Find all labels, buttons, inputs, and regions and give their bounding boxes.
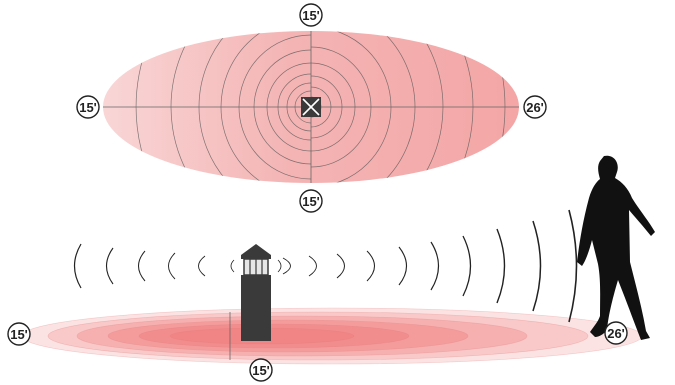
wave-arc-left (73, 243, 82, 289)
wave-arc-right (308, 255, 317, 277)
wave-arc-left (198, 255, 206, 277)
svg-text:15': 15' (10, 327, 28, 342)
wave-arc-right (430, 241, 440, 291)
wave-arc-right (366, 250, 375, 282)
wave-arc-right (282, 257, 291, 275)
wave-arc-right (462, 235, 472, 297)
sensor-x-icon (301, 97, 321, 117)
wave-arc-left (168, 252, 176, 280)
wave-arc-left (138, 250, 146, 282)
svg-text:15': 15' (302, 194, 320, 209)
svg-text:15': 15' (302, 8, 320, 23)
top-label-top: 15' (299, 3, 323, 27)
svg-text:26': 26' (607, 326, 625, 341)
wave-arc-right (336, 253, 345, 279)
svg-text:26': 26' (526, 100, 544, 115)
top-view: 15' 15' 26' 15' (76, 3, 547, 213)
wave-arc-right (398, 246, 408, 286)
wave-arc-left (105, 247, 114, 285)
bollard-light-icon (241, 244, 271, 341)
motion-wave-arcs (73, 209, 578, 323)
side-label-bottom: 15' (249, 358, 273, 382)
svg-text:15': 15' (252, 363, 270, 378)
wave-arc-right (532, 220, 542, 312)
side-view: 15' 15' 26' (7, 155, 655, 382)
ground-coverage-area (21, 307, 643, 365)
svg-text:15': 15' (79, 100, 97, 115)
wave-arc-right (496, 228, 506, 304)
walking-person-icon (577, 155, 655, 340)
side-label-left: 15' (7, 322, 31, 346)
top-label-left: 15' (76, 95, 100, 119)
wave-arc-inner-right (277, 259, 282, 273)
wave-arc-inner-left (230, 259, 235, 273)
wave-arc-right (568, 209, 578, 323)
top-label-bottom: 15' (299, 189, 323, 213)
side-label-right: 26' (604, 321, 628, 345)
top-label-right: 26' (523, 95, 547, 119)
